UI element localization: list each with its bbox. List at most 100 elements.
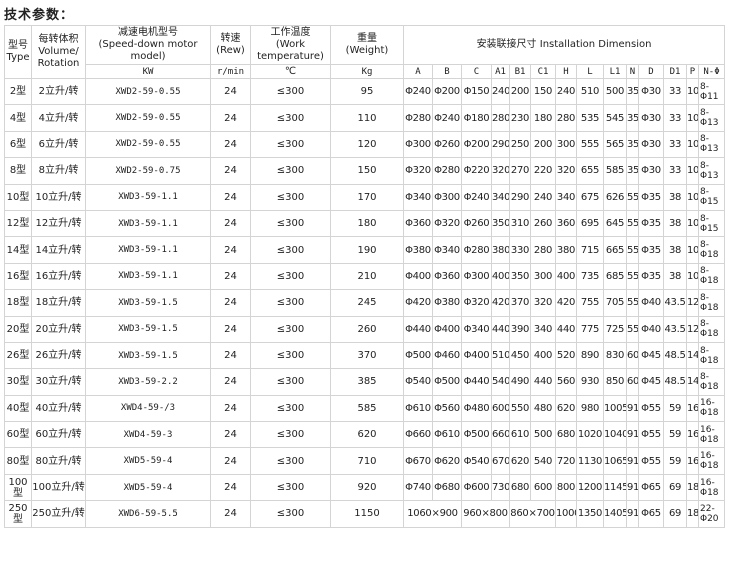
section-title: 技术参数： xyxy=(4,8,75,23)
cell-weight: 120 xyxy=(330,130,404,159)
dim-header-h: H xyxy=(555,64,577,79)
cell-motor: XWD2-59-0.55 xyxy=(85,77,211,106)
cell-dim-l: 980 xyxy=(576,394,604,423)
cell-speed: 24 xyxy=(210,183,251,211)
cell-speed: 24 xyxy=(210,289,251,317)
cell-dim-n: 55 xyxy=(626,262,639,291)
cell-dim-c: Φ150 xyxy=(461,77,492,106)
cell-dim-b: Φ680 xyxy=(432,473,462,502)
cell-dim-d: Φ65 xyxy=(638,500,664,528)
cell-dim-l1: 685 xyxy=(603,262,627,291)
cell-dim-a: Φ440 xyxy=(403,315,433,343)
cell-dim-h: 560 xyxy=(555,368,577,396)
cell-speed: 24 xyxy=(210,368,251,396)
cell-dim-p: 10 xyxy=(686,262,699,291)
cell-motor: XWD6-59-5.5 xyxy=(85,500,211,528)
cell-dim-p: 10 xyxy=(686,104,699,132)
cell-dim-c: Φ320 xyxy=(461,289,492,317)
cell-dim-n: 91 xyxy=(626,447,639,475)
cell-type: 16型 xyxy=(4,262,32,291)
cell-dim-l1: 565 xyxy=(603,130,627,159)
cell-dim-d: Φ40 xyxy=(638,289,664,317)
cell-dim-n: 35 xyxy=(626,157,639,185)
cell-dim-merged: 860×700 xyxy=(509,500,556,528)
cell-dim-p: 10 xyxy=(686,157,699,185)
cell-volume: 10立升/转 xyxy=(31,183,86,211)
cell-dim-l1: 850 xyxy=(603,368,627,396)
table-row: 12型 12立升/转 XWD3-59-1.1 24 ≤300 180 Φ360 Φ320 Φ26… xyxy=(4,209,726,238)
cell-temp: ≤300 xyxy=(250,77,331,106)
cell-dim-c1: 150 xyxy=(530,77,556,106)
cell-dim-d1: 59 xyxy=(663,421,687,449)
cell-dim-l: 675 xyxy=(576,183,604,211)
cell-motor: XWD3-59-1.1 xyxy=(85,209,211,238)
cell-dim-n: 8-Φ15 xyxy=(697,183,726,211)
cell-dim-c1: 320 xyxy=(530,289,556,317)
cell-dim-a: Φ400 xyxy=(403,262,433,291)
cell-dim-a1: 600 xyxy=(491,394,510,423)
cell-dim-b: Φ620 xyxy=(432,447,462,475)
cell-dim-b1: 620 xyxy=(509,447,531,475)
cell-dim-h: 680 xyxy=(555,421,577,449)
cell-dim-h: 720 xyxy=(555,447,577,475)
cell-dim-d1: 38 xyxy=(663,262,687,291)
cell-temp: ≤300 xyxy=(250,236,331,264)
cell-dim-l1: 725 xyxy=(603,315,627,343)
cell-dim-b: Φ560 xyxy=(432,394,462,423)
cell-volume: 6立升/转 xyxy=(31,130,86,159)
cell-temp: ≤300 xyxy=(250,104,331,132)
cell-speed: 24 xyxy=(210,209,251,238)
header-type: 型号 Type xyxy=(4,25,32,79)
cell-dim-l: 755 xyxy=(576,289,604,317)
cell-dim-a: Φ280 xyxy=(403,104,433,132)
cell-dim-c1: 480 xyxy=(530,394,556,423)
cell-dim-l1: 1145 xyxy=(603,473,627,502)
cell-dim-b: Φ360 xyxy=(432,262,462,291)
cell-dim-h: 420 xyxy=(555,289,577,317)
cell-dim-d: Φ35 xyxy=(638,183,664,211)
cell-motor: XWD5-59-4 xyxy=(85,447,211,475)
cell-dim-n: 8-Φ18 xyxy=(697,289,726,317)
cell-dim-h: 1000 xyxy=(555,500,577,528)
cell-volume: 4立升/转 xyxy=(31,104,86,132)
cell-dim-l: 1130 xyxy=(576,447,604,475)
cell-motor: XWD3-59-2.2 xyxy=(85,368,211,396)
cell-dim-b1: 610 xyxy=(509,421,531,449)
cell-dim-d: Φ30 xyxy=(638,104,664,132)
cell-dim-d: Φ65 xyxy=(638,473,664,502)
cell-dim-h: 380 xyxy=(555,236,577,264)
cell-type: 4型 xyxy=(4,104,32,132)
cell-dim-h: 320 xyxy=(555,157,577,185)
cell-type: 26型 xyxy=(4,341,32,370)
cell-speed: 24 xyxy=(210,77,251,106)
cell-weight: 920 xyxy=(330,473,404,502)
unit-weight: Kg xyxy=(330,64,404,79)
cell-temp: ≤300 xyxy=(250,368,331,396)
cell-dim-c: Φ200 xyxy=(461,130,492,159)
dim-header-c: C xyxy=(461,64,492,79)
cell-temp: ≤300 xyxy=(250,500,331,528)
cell-dim-l: 535 xyxy=(576,104,604,132)
cell-volume: 26立升/转 xyxy=(31,341,86,370)
cell-dim-c1: 200 xyxy=(530,130,556,159)
dim-header-l: L xyxy=(576,64,604,79)
cell-temp: ≤300 xyxy=(250,262,331,291)
cell-dim-d: Φ30 xyxy=(638,157,664,185)
cell-dim-p: 18 xyxy=(686,473,699,502)
cell-dim-h: 340 xyxy=(555,183,577,211)
dim-header-d1: D1 xyxy=(663,64,687,79)
dim-header-b: B xyxy=(432,64,462,79)
cell-dim-l1: 626 xyxy=(603,183,627,211)
cell-dim-n: 16-Φ18 xyxy=(697,421,726,449)
cell-dim-n: 55 xyxy=(626,315,639,343)
cell-volume: 60立升/转 xyxy=(31,421,86,449)
cell-dim-p: 10 xyxy=(686,209,699,238)
cell-dim-l1: 1405 xyxy=(603,500,627,528)
cell-dim-b: Φ400 xyxy=(432,315,462,343)
cell-dim-p: 14 xyxy=(686,341,699,370)
cell-type: 14型 xyxy=(4,236,32,264)
cell-dim-c1: 540 xyxy=(530,447,556,475)
cell-dim-d1: 33 xyxy=(663,104,687,132)
cell-dim-c1: 300 xyxy=(530,262,556,291)
cell-motor: XWD5-59-4 xyxy=(85,473,211,502)
